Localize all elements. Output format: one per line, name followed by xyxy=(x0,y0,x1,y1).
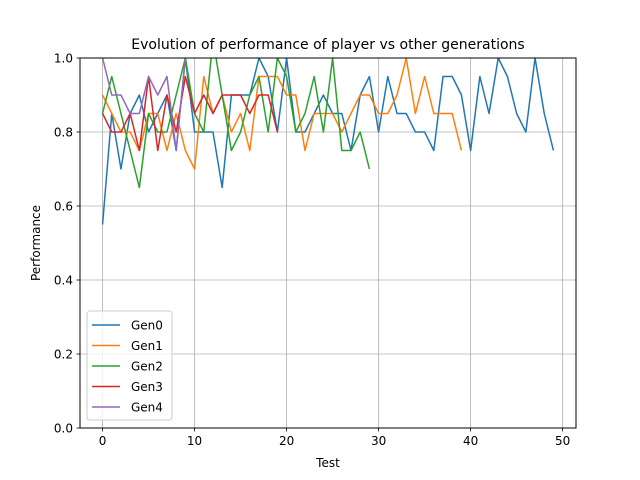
x-tick-label: 10 xyxy=(187,434,202,448)
series-lines xyxy=(101,58,555,225)
x-axis-ticks: 0 10 20 30 40 50 xyxy=(99,428,570,448)
legend: Gen0 Gen1 Gen2 Gen3 Gen4 xyxy=(86,310,173,421)
x-tick-label: 30 xyxy=(371,434,386,448)
legend-label-gen4: Gen4 xyxy=(131,401,163,415)
series-line-gen3 xyxy=(101,75,279,152)
plot-frame xyxy=(79,57,577,429)
y-axis-ticks: 0.0 0.2 0.4 0.6 0.8 1.0 xyxy=(54,52,80,436)
legend-label-gen0: Gen0 xyxy=(131,319,163,333)
series-line-gen2 xyxy=(101,58,371,189)
y-tick-label: 0.0 xyxy=(54,422,73,436)
y-tick-label: 0.6 xyxy=(54,200,73,214)
x-tick-label: 0 xyxy=(99,434,107,448)
y-tick-label: 0.4 xyxy=(54,274,73,288)
series-line-gen4 xyxy=(101,58,187,152)
legend-label-gen3: Gen3 xyxy=(131,380,163,394)
x-tick-label: 40 xyxy=(463,434,478,448)
legend-label-gen1: Gen1 xyxy=(131,339,163,353)
y-axis-label: Performance xyxy=(29,205,43,281)
x-tick-label: 20 xyxy=(279,434,294,448)
x-axis-label: Test xyxy=(315,456,340,470)
y-tick-label: 0.8 xyxy=(54,126,73,140)
legend-box xyxy=(86,310,173,421)
y-tick-label: 1.0 xyxy=(54,52,73,66)
legend-label-gen2: Gen2 xyxy=(131,360,163,374)
x-tick-label: 50 xyxy=(555,434,570,448)
chart-title: Evolution of performance of player vs ot… xyxy=(131,37,524,53)
y-tick-label: 0.2 xyxy=(54,348,73,362)
